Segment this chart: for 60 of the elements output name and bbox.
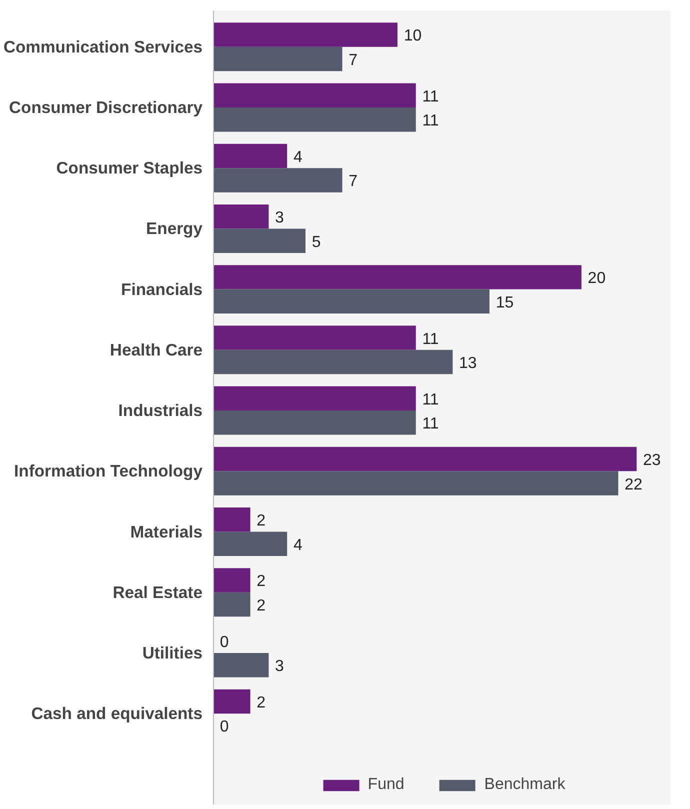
data-label: 11	[422, 112, 439, 130]
bar	[214, 410, 416, 435]
legend-label: Fund	[368, 776, 404, 794]
bar	[214, 204, 269, 229]
data-label: 5	[312, 234, 321, 251]
bar	[214, 350, 453, 374]
data-label: 4	[293, 148, 302, 166]
data-label: 10	[404, 28, 422, 45]
y-tick-label: Industrials	[118, 401, 203, 420]
bar	[214, 652, 269, 678]
data-label: 20	[588, 270, 606, 288]
data-label: 7	[348, 173, 358, 190]
data-label: 3	[275, 658, 284, 676]
data-label: 2	[256, 573, 266, 590]
data-label: 0	[220, 634, 229, 651]
bar	[214, 471, 618, 496]
data-label: 15	[496, 294, 514, 312]
data-label: 11	[422, 88, 439, 106]
y-tick-label: Health Care	[110, 340, 203, 360]
data-label: 11	[422, 330, 439, 348]
bar	[214, 326, 416, 350]
bar	[214, 83, 416, 108]
data-label: 13	[459, 355, 477, 372]
data-label: 7	[348, 52, 358, 69]
data-label: 2	[256, 597, 266, 614]
y-tick-label: Consumer Discretionary	[9, 98, 204, 117]
data-label: 11	[422, 391, 439, 408]
y-tick-label: Energy	[146, 219, 204, 238]
data-label: 0	[220, 718, 229, 736]
bar	[214, 265, 582, 290]
data-label: 4	[293, 536, 302, 554]
data-label: 11	[422, 416, 439, 433]
data-label: 2	[256, 694, 266, 712]
y-tick-label: Information Technology	[14, 462, 204, 481]
bar	[214, 289, 490, 314]
y-tick-label: Financials	[121, 280, 203, 299]
bar	[214, 168, 342, 192]
bar	[214, 689, 250, 714]
bar	[214, 532, 288, 556]
y-tick-label: Consumer Staples	[56, 158, 203, 178]
bar	[214, 568, 250, 592]
y-tick-label: Materials	[130, 522, 203, 542]
bar	[214, 46, 342, 72]
legend-label: Benchmark	[484, 776, 566, 794]
y-tick-label: Utilities	[142, 643, 203, 662]
data-label: 22	[624, 476, 642, 494]
y-tick-label: Cash and equivalents	[31, 704, 203, 724]
y-tick-label: Real Estate	[112, 582, 203, 602]
bar	[214, 144, 288, 168]
data-label: 23	[642, 452, 661, 470]
bar	[214, 508, 250, 532]
bar	[214, 386, 416, 411]
bar	[214, 592, 250, 617]
bar	[214, 446, 637, 472]
bar	[214, 22, 398, 47]
data-label: 3	[275, 210, 284, 227]
bar	[214, 107, 416, 132]
data-label: 2	[256, 512, 266, 530]
bar	[214, 228, 306, 253]
y-tick-label: Communication Services	[3, 37, 203, 56]
